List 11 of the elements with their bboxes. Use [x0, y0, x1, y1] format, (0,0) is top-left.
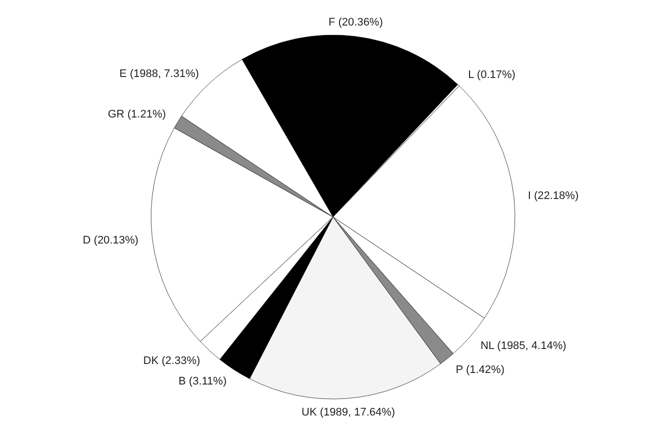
- slice-label: UK (1989, 17.64%): [302, 406, 396, 418]
- slice-label: GR (1.21%): [108, 108, 166, 121]
- slice-label: P (1.42%): [456, 364, 504, 376]
- slice-label: F (20.36%): [328, 16, 383, 28]
- slice-label: L (0.17%): [468, 69, 516, 82]
- slice-label: I (22.18%): [528, 190, 579, 202]
- slice-label: DK (2.33%): [143, 355, 200, 368]
- slice-label: E (1988, 7.31%): [119, 68, 199, 80]
- slice-label: B (3.11%): [178, 376, 227, 388]
- slice-label: D (20.13%): [82, 234, 138, 247]
- slice-label: NL (1985, 4.14%): [480, 340, 566, 352]
